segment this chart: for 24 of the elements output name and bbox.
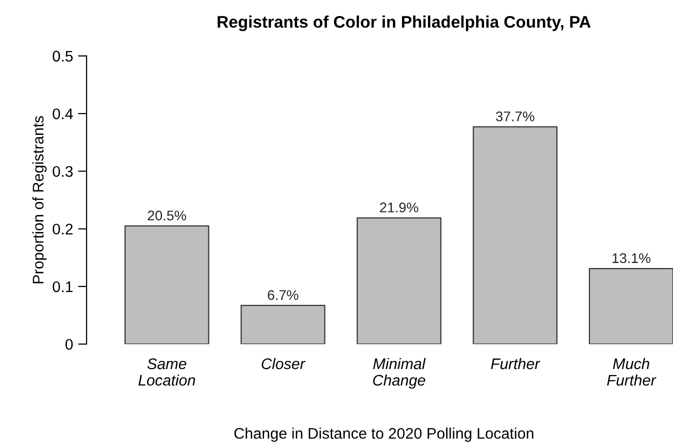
y-tick-label: 0.1	[52, 281, 73, 292]
bar	[472, 126, 558, 344]
x-tick-label: Further	[490, 358, 540, 370]
chart-title: Registrants of Color in Philadelphia County, PA	[218, 16, 591, 32]
data-label: 6.7%	[268, 290, 298, 300]
data-label: 37.7%	[496, 111, 534, 122]
y-tick-label: 0.5	[52, 50, 73, 62]
y-axis-title: Proportion of Registrants	[32, 116, 47, 284]
bar	[356, 217, 442, 344]
bar	[240, 304, 326, 344]
data-label: 13.1%	[612, 253, 650, 264]
bar	[124, 225, 210, 344]
x-tick-label: Much Further	[607, 358, 656, 386]
data-label: 21.9%	[380, 202, 418, 212]
bar	[588, 268, 673, 344]
x-tick-label: Minimal Change	[373, 358, 426, 389]
y-tick-label: 0.4	[52, 108, 73, 120]
x-axis-title: Change in Distance to 2020 Polling Location	[234, 428, 534, 442]
y-tick-label: 0.2	[52, 224, 73, 235]
y-tick-label: 0	[65, 338, 73, 350]
x-tick-label: Same Location	[138, 358, 196, 386]
y-tick-label: 0.3	[52, 166, 73, 177]
x-tick-label: Closer	[262, 358, 306, 370]
data-label: 20.5%	[148, 210, 186, 220]
